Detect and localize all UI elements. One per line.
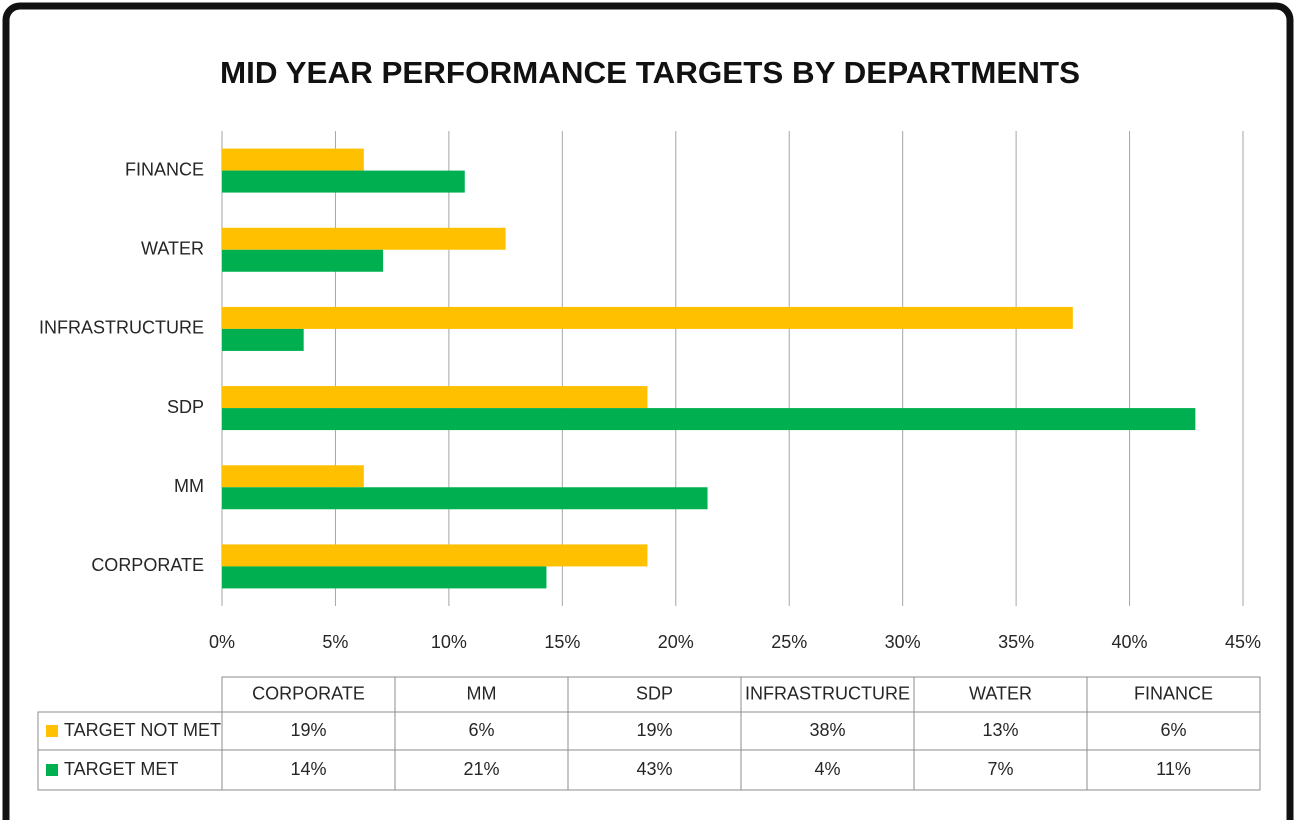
- bar: [222, 566, 547, 589]
- x-tick-label: 45%: [1225, 632, 1261, 652]
- table-header: FINANCE: [1134, 683, 1213, 703]
- y-tick-label: MM: [174, 476, 204, 496]
- table-value: 21%: [463, 759, 499, 779]
- table-header: SDP: [636, 683, 673, 703]
- table-header: CORPORATE: [252, 683, 365, 703]
- legend-swatch: [46, 725, 58, 737]
- table-value: 11%: [1156, 759, 1191, 779]
- bar: [222, 386, 648, 409]
- bar: [222, 408, 1196, 431]
- table-value: 19%: [290, 720, 326, 740]
- x-tick-label: 30%: [885, 632, 921, 652]
- y-tick-label: CORPORATE: [91, 555, 204, 575]
- y-tick-label: INFRASTRUCTURE: [39, 318, 204, 338]
- table-value: 14%: [290, 759, 326, 779]
- legend-label: TARGET NOT MET: [64, 720, 221, 740]
- bar: [222, 544, 648, 567]
- x-tick-label: 10%: [431, 632, 467, 652]
- bar: [222, 148, 364, 171]
- bar: [222, 249, 384, 272]
- table-value: 6%: [468, 720, 494, 740]
- bar: [222, 306, 1073, 329]
- y-tick-label: FINANCE: [125, 159, 204, 179]
- table-value: 13%: [982, 720, 1018, 740]
- table-value: 43%: [636, 759, 672, 779]
- table-header: INFRASTRUCTURE: [745, 683, 910, 703]
- x-tick-label: 35%: [998, 632, 1034, 652]
- x-tick-label: 5%: [322, 632, 348, 652]
- table-value: 38%: [809, 720, 845, 740]
- x-tick-label: 20%: [658, 632, 694, 652]
- x-tick-label: 40%: [1112, 632, 1148, 652]
- legend-label: TARGET MET: [64, 759, 178, 779]
- table-value: 6%: [1160, 720, 1186, 740]
- x-tick-label: 0%: [209, 632, 235, 652]
- x-tick-label: 15%: [544, 632, 580, 652]
- table-value: 4%: [814, 759, 840, 779]
- chart-title: MID YEAR PERFORMANCE TARGETS BY DEPARTME…: [220, 55, 1080, 90]
- table-header: MM: [467, 683, 497, 703]
- bar: [222, 465, 364, 488]
- table-header: WATER: [969, 683, 1032, 703]
- bar: [222, 227, 506, 250]
- bar: [222, 328, 304, 351]
- x-tick-label: 25%: [771, 632, 807, 652]
- bar: [222, 487, 708, 510]
- bar: [222, 170, 465, 193]
- table-value: 19%: [636, 720, 672, 740]
- legend-swatch: [46, 764, 58, 776]
- table-value: 7%: [987, 759, 1013, 779]
- table-cell: [37, 749, 1261, 791]
- y-tick-label: SDP: [167, 397, 204, 417]
- y-tick-label: WATER: [141, 239, 204, 259]
